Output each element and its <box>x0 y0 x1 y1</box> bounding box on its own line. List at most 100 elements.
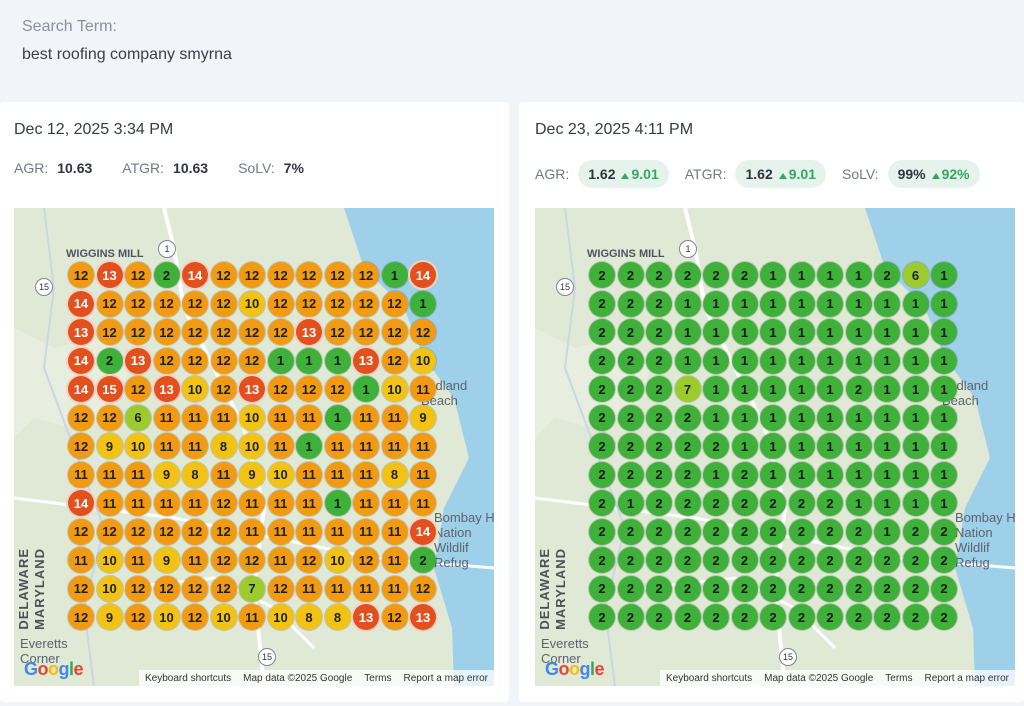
rank-pin-r11-c4[interactable]: 12 <box>182 575 208 602</box>
rank-pin-r10-c10[interactable]: 12 <box>353 547 379 573</box>
rank-pin-r7-c2[interactable]: 2 <box>646 461 672 488</box>
rank-pin-r1-c5[interactable]: 1 <box>731 290 758 317</box>
rank-pin-r5-c2[interactable]: 6 <box>125 404 151 431</box>
rank-pin-r7-c1[interactable]: 11 <box>96 461 123 488</box>
rank-pin-r6-c5[interactable]: 1 <box>731 433 758 459</box>
rank-pin-r5-c0[interactable]: 12 <box>68 404 94 431</box>
rank-pin-r12-c12[interactable]: 2 <box>931 604 957 630</box>
rank-pin-r0-c8[interactable]: 1 <box>817 262 843 288</box>
rank-pin-r2-c2[interactable]: 2 <box>646 319 672 345</box>
rank-pin-r6-c2[interactable]: 2 <box>646 433 672 459</box>
rank-pin-r12-c11[interactable]: 2 <box>902 604 929 630</box>
rank-pin-r6-c1[interactable]: 2 <box>617 433 644 459</box>
rank-pin-r3-c9[interactable]: 1 <box>324 347 351 374</box>
rank-pin-r10-c2[interactable]: 2 <box>646 547 672 573</box>
rank-pin-r1-c5[interactable]: 12 <box>210 290 237 317</box>
rank-pin-r3-c11[interactable]: 1 <box>902 347 929 374</box>
rank-pin-r4-c5[interactable]: 1 <box>731 376 758 402</box>
rank-pin-r0-c7[interactable]: 12 <box>267 262 294 288</box>
rank-pin-r8-c0[interactable]: 2 <box>589 490 615 516</box>
rank-pin-r4-c7[interactable]: 1 <box>788 376 815 402</box>
rank-pin-r5-c9[interactable]: 1 <box>845 404 872 431</box>
rank-pin-r7-c2[interactable]: 11 <box>125 461 151 488</box>
rank-pin-r3-c8[interactable]: 1 <box>817 347 843 374</box>
rank-pin-r2-c0[interactable]: 2 <box>589 319 615 345</box>
rank-pin-r11-c7[interactable]: 12 <box>267 575 294 602</box>
rank-grid-map[interactable]: WIGGINS MILL oodland Beach Everetts Corner… <box>535 208 1015 686</box>
rank-pin-r0-c11[interactable]: 1 <box>381 262 408 288</box>
rank-pin-r3-c6[interactable]: 12 <box>239 347 265 374</box>
rank-pin-r12-c11[interactable]: 12 <box>381 604 408 630</box>
rank-pin-r5-c12[interactable]: 9 <box>410 404 436 431</box>
rank-pin-r0-c6[interactable]: 1 <box>760 262 786 288</box>
rank-pin-r3-c0[interactable]: 2 <box>589 347 615 374</box>
rank-pin-r2-c1[interactable]: 12 <box>96 319 123 345</box>
rank-pin-r10-c1[interactable]: 2 <box>617 547 644 573</box>
rank-pin-r12-c3[interactable]: 10 <box>153 604 180 630</box>
rank-pin-r8-c2[interactable]: 2 <box>646 490 672 516</box>
rank-pin-r4-c3[interactable]: 7 <box>674 376 701 402</box>
rank-pin-r10-c8[interactable]: 12 <box>296 547 322 573</box>
rank-pin-r4-c3[interactable]: 13 <box>153 376 180 402</box>
rank-pin-r4-c9[interactable]: 2 <box>845 376 872 402</box>
rank-pin-r9-c9[interactable]: 2 <box>845 518 872 545</box>
rank-pin-r5-c8[interactable]: 11 <box>296 404 322 431</box>
rank-pin-r3-c1[interactable]: 2 <box>617 347 644 374</box>
rank-pin-r4-c8[interactable]: 1 <box>817 376 843 402</box>
rank-pin-r4-c2[interactable]: 12 <box>125 376 151 402</box>
rank-pin-r10-c12[interactable]: 2 <box>931 547 957 573</box>
rank-pin-r7-c10[interactable]: 1 <box>874 461 900 488</box>
rank-pin-r12-c12[interactable]: 13 <box>410 604 436 630</box>
rank-pin-r0-c1[interactable]: 2 <box>617 262 644 288</box>
rank-pin-r11-c2[interactable]: 2 <box>646 575 672 602</box>
rank-pin-r3-c3[interactable]: 1 <box>674 347 701 374</box>
rank-pin-r1-c12[interactable]: 1 <box>410 290 436 317</box>
rank-pin-r12-c4[interactable]: 12 <box>182 604 208 630</box>
rank-pin-r4-c11[interactable]: 1 <box>902 376 929 402</box>
rank-pin-r1-c11[interactable]: 12 <box>381 290 408 317</box>
rank-pin-r10-c4[interactable]: 2 <box>703 547 729 573</box>
rank-pin-r4-c4[interactable]: 1 <box>703 376 729 402</box>
rank-pin-r4-c4[interactable]: 10 <box>182 376 208 402</box>
rank-pin-r11-c11[interactable]: 2 <box>902 575 929 602</box>
rank-pin-r3-c8[interactable]: 1 <box>296 347 322 374</box>
rank-pin-r11-c6[interactable]: 2 <box>760 575 786 602</box>
rank-pin-r7-c10[interactable]: 11 <box>353 461 379 488</box>
rank-pin-r7-c9[interactable]: 1 <box>845 461 872 488</box>
rank-pin-r7-c9[interactable]: 11 <box>324 461 351 488</box>
rank-pin-r12-c8[interactable]: 8 <box>296 604 322 630</box>
rank-pin-r5-c0[interactable]: 2 <box>589 404 615 431</box>
rank-pin-r11-c9[interactable]: 2 <box>845 575 872 602</box>
rank-pin-r1-c6[interactable]: 10 <box>239 290 265 317</box>
rank-pin-r9-c8[interactable]: 11 <box>296 518 322 545</box>
rank-pin-r12-c9[interactable]: 8 <box>324 604 351 630</box>
rank-pin-r1-c8[interactable]: 12 <box>296 290 322 317</box>
rank-pin-r10-c1[interactable]: 10 <box>96 547 123 573</box>
rank-pin-r11-c9[interactable]: 11 <box>324 575 351 602</box>
rank-pin-r10-c6[interactable]: 2 <box>760 547 786 573</box>
rank-pin-r3-c2[interactable]: 2 <box>646 347 672 374</box>
rank-pin-r11-c5[interactable]: 2 <box>731 575 758 602</box>
rank-pin-r10-c4[interactable]: 11 <box>182 547 208 573</box>
rank-pin-r12-c8[interactable]: 2 <box>817 604 843 630</box>
rank-pin-r11-c10[interactable]: 2 <box>874 575 900 602</box>
rank-pin-r7-c5[interactable]: 11 <box>210 461 237 488</box>
rank-pin-r8-c3[interactable]: 2 <box>674 490 701 516</box>
rank-pin-r9-c3[interactable]: 12 <box>153 518 180 545</box>
rank-pin-r9-c12[interactable]: 14 <box>410 518 436 545</box>
rank-pin-r0-c12[interactable]: 14 <box>410 262 436 288</box>
rank-pin-r12-c0[interactable]: 2 <box>589 604 615 630</box>
rank-pin-r4-c6[interactable]: 13 <box>239 376 265 402</box>
rank-pin-r11-c0[interactable]: 12 <box>68 575 94 602</box>
rank-pin-r6-c8[interactable]: 1 <box>817 433 843 459</box>
rank-pin-r10-c7[interactable]: 11 <box>267 547 294 573</box>
rank-pin-r7-c6[interactable]: 9 <box>239 461 265 488</box>
rank-pin-r11-c12[interactable]: 12 <box>410 575 436 602</box>
rank-pin-r2-c1[interactable]: 2 <box>617 319 644 345</box>
rank-pin-r12-c9[interactable]: 2 <box>845 604 872 630</box>
rank-pin-r8-c3[interactable]: 11 <box>153 490 180 516</box>
rank-pin-r8-c7[interactable]: 11 <box>267 490 294 516</box>
rank-pin-r0-c10[interactable]: 2 <box>874 262 900 288</box>
rank-pin-r11-c7[interactable]: 2 <box>788 575 815 602</box>
rank-pin-r11-c12[interactable]: 2 <box>931 575 957 602</box>
